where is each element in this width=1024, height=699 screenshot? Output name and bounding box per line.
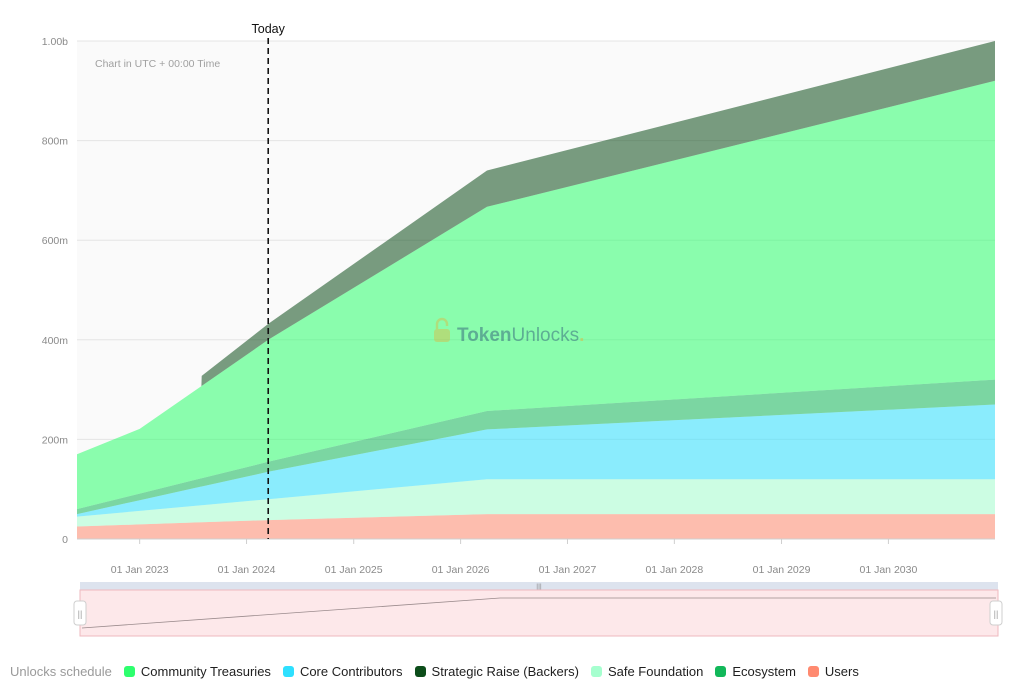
navigator-left-handle[interactable]	[73, 600, 87, 626]
y-tick-label: 0	[62, 534, 68, 546]
navigator-series-line	[81, 597, 996, 629]
legend-item-users[interactable]: Users	[807, 663, 859, 679]
watermark-brand-light: Unlocks	[512, 325, 580, 346]
x-tick-label: 01 Jan 2024	[218, 564, 276, 576]
legend-items: Community Treasuries Core Contributors Str…	[123, 663, 871, 679]
watermark-text: TokenUnlocks.	[457, 325, 584, 346]
legend-swatch	[414, 665, 426, 677]
x-tick-label: 01 Jan 2025	[325, 564, 383, 576]
legend-label: Safe Foundation	[607, 663, 704, 679]
legend-title: Unlocks schedule	[10, 663, 112, 679]
y-tick-label: 400m	[42, 335, 69, 347]
watermark-lock-icon	[434, 317, 450, 342]
legend-item-strategic-raise-backers[interactable]: Strategic Raise (Backers)	[414, 663, 579, 679]
navigator-selection[interactable]	[79, 589, 999, 637]
x-tick-label: 01 Jan 2028	[645, 564, 703, 576]
navigator-top-bar[interactable]	[80, 582, 998, 590]
legend-item-safe-foundation[interactable]: Safe Foundation	[590, 663, 704, 679]
area-core-contributors[interactable]	[77, 404, 995, 517]
legend-swatch	[807, 665, 819, 677]
y-tick-label: 1.00b	[42, 36, 68, 48]
y-tick-label: 200m	[42, 434, 69, 446]
legend-swatch	[123, 665, 135, 677]
x-tick-label: 01 Jan 2030	[860, 564, 918, 576]
range-navigator[interactable]: ||| || ||	[73, 582, 1003, 637]
legend-label: Strategic Raise (Backers)	[431, 663, 579, 679]
area-users[interactable]	[77, 514, 995, 539]
navigator-right-handle-icon: ||	[994, 609, 999, 619]
y-tick-label: 600m	[42, 235, 69, 247]
area-community-treasuries[interactable]	[77, 80, 995, 510]
navigator-right-handle[interactable]	[989, 600, 1003, 626]
watermark-lock-body	[434, 329, 450, 342]
chart-timezone-note: Chart in UTC + 00:00 Time	[95, 58, 220, 70]
x-tick-label: 01 Jan 2023	[111, 564, 169, 576]
area-safe-foundation[interactable]	[77, 479, 995, 527]
navigator-left-handle-icon: ||	[78, 609, 83, 619]
today-marker-label: Today	[252, 22, 286, 36]
watermark-dot: .	[579, 325, 584, 346]
legend-swatch	[715, 665, 727, 677]
legend-item-ecosystem[interactable]: Ecosystem	[715, 664, 796, 679]
legend-label: Core Contributors	[299, 663, 403, 679]
legend-label: Ecosystem	[732, 663, 796, 679]
legend-label: Users	[824, 663, 859, 679]
legend: Unlocks schedule Community Treasuries Cor…	[10, 662, 871, 680]
legend-item-community-treasuries[interactable]: Community Treasuries	[123, 663, 271, 679]
navigator-grip-icon[interactable]: |||	[536, 584, 542, 591]
legend-swatch	[590, 665, 602, 677]
x-tick-label: 01 Jan 2027	[539, 564, 597, 576]
legend-swatch	[282, 665, 294, 677]
area-strategic-raise-backers[interactable]	[77, 41, 995, 455]
legend-item-core-contributors[interactable]: Core Contributors	[282, 663, 403, 679]
watermark-brand-bold: Token	[457, 325, 512, 346]
watermark-lock-shackle	[435, 317, 449, 330]
x-tick-label: 01 Jan 2029	[753, 564, 811, 576]
x-tick-label: 01 Jan 2026	[432, 564, 490, 576]
y-tick-label: 800m	[42, 136, 69, 148]
legend-label: Community Treasuries	[140, 663, 271, 679]
area-ecosystem[interactable]	[77, 379, 995, 515]
